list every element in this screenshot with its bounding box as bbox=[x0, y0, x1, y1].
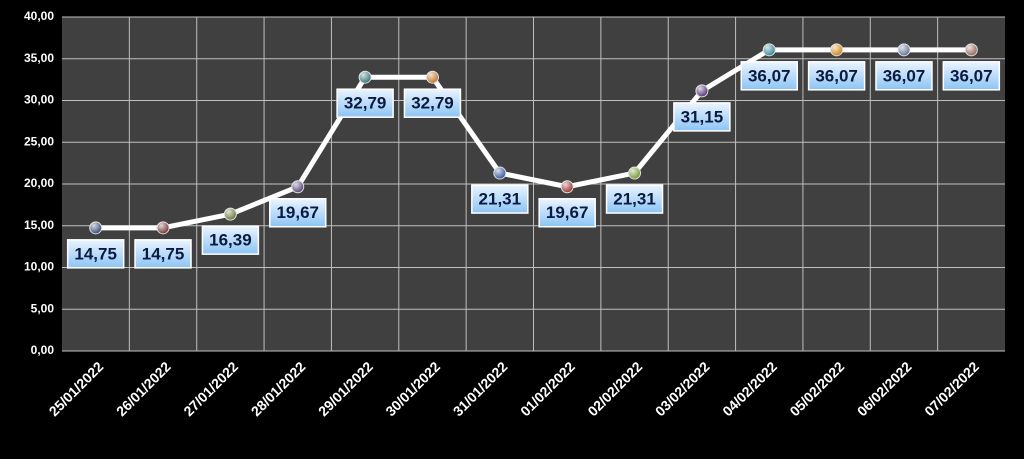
marker-shine bbox=[224, 208, 237, 221]
marker-shine bbox=[965, 43, 978, 56]
data-label-box bbox=[673, 102, 731, 132]
y-tick-label: 20,00 bbox=[24, 176, 54, 190]
data-label: 19,67 bbox=[276, 203, 319, 222]
data-label-box bbox=[403, 88, 462, 118]
y-tick-label: 10,00 bbox=[24, 260, 54, 274]
data-label-box bbox=[942, 61, 1001, 91]
marker-shine bbox=[291, 180, 304, 193]
y-tick-label: 25,00 bbox=[24, 134, 54, 148]
data-label-box bbox=[538, 198, 596, 228]
marker-shine bbox=[695, 84, 708, 97]
data-label-box bbox=[740, 61, 798, 91]
data-label: 36,07 bbox=[883, 66, 926, 85]
data-label: 14,75 bbox=[74, 244, 117, 263]
y-tick-label: 0,00 bbox=[31, 343, 55, 357]
marker-shine bbox=[830, 43, 843, 56]
marker-shine bbox=[628, 167, 641, 180]
data-label: 36,07 bbox=[950, 66, 993, 85]
data-label: 36,07 bbox=[748, 66, 791, 85]
marker-shine bbox=[897, 43, 910, 56]
data-label-box bbox=[66, 239, 125, 269]
data-label-box bbox=[807, 61, 866, 91]
data-label: 32,79 bbox=[344, 94, 387, 113]
data-label: 31,15 bbox=[681, 107, 724, 126]
data-label-box bbox=[336, 88, 394, 118]
data-label: 36,07 bbox=[815, 66, 858, 85]
y-tick-label: 5,00 bbox=[31, 301, 55, 315]
marker-shine bbox=[426, 71, 439, 84]
data-label: 21,31 bbox=[613, 190, 656, 209]
marker-shine bbox=[493, 167, 506, 180]
data-label-box bbox=[605, 184, 664, 214]
data-label-box bbox=[201, 225, 260, 255]
data-label-box bbox=[134, 239, 192, 269]
data-label-box bbox=[269, 198, 327, 228]
data-label: 16,39 bbox=[209, 231, 252, 250]
marker-shine bbox=[561, 180, 574, 193]
marker-shine bbox=[763, 43, 776, 56]
marker-shine bbox=[89, 221, 102, 234]
data-label: 14,75 bbox=[142, 244, 185, 263]
data-label-box bbox=[875, 61, 933, 91]
data-label: 32,79 bbox=[411, 94, 454, 113]
y-tick-label: 15,00 bbox=[24, 218, 54, 232]
y-tick-label: 40,00 bbox=[24, 9, 54, 23]
data-label-box bbox=[471, 184, 529, 214]
data-label: 21,31 bbox=[479, 190, 522, 209]
data-label: 19,67 bbox=[546, 203, 589, 222]
marker-shine bbox=[359, 71, 372, 84]
marker-shine bbox=[157, 221, 170, 234]
y-tick-label: 35,00 bbox=[24, 51, 54, 65]
line bbox=[95, 47, 972, 231]
y-tick-label: 30,00 bbox=[24, 93, 54, 107]
